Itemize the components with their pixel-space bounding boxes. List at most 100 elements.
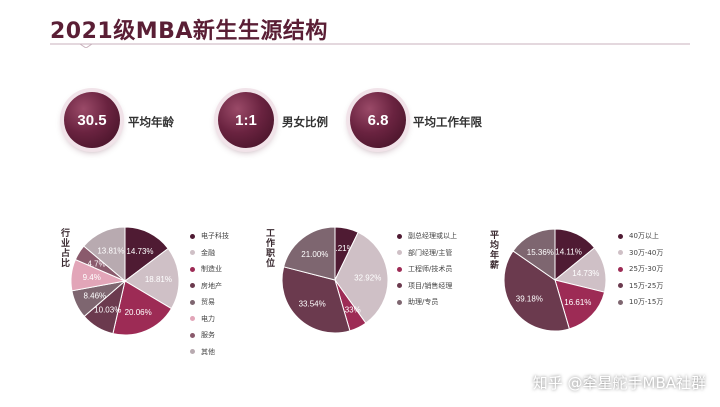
pie-label-2-4: 15.36% bbox=[527, 248, 554, 257]
avg-work-years-value: 6.8 bbox=[367, 111, 389, 129]
legend-swatch-2-3 bbox=[618, 283, 623, 289]
legend-item-1-4: 助理/专员 bbox=[397, 294, 457, 311]
industry-chart-title: 行业占比 bbox=[59, 228, 69, 268]
legend-swatch-0-5 bbox=[190, 316, 195, 322]
legend-swatch-2-4 bbox=[618, 299, 623, 305]
pie-label-1-1: 32.92% bbox=[354, 273, 381, 282]
pie-slice-2-4 bbox=[512, 228, 556, 281]
legend-item-0-2: 制造业 bbox=[190, 261, 229, 278]
legend-item-1-0: 副总经理或以上 bbox=[397, 228, 457, 245]
legend-item-2-3: 15万-25万 bbox=[618, 278, 663, 295]
legend-label-1-3: 项目/销售经理 bbox=[408, 281, 453, 290]
legend-label-2-3: 15万-25万 bbox=[629, 281, 664, 290]
legend-item-0-4: 贸易 bbox=[190, 294, 229, 311]
salary-pie-chart: 14.11% 14.73% 16.61% 39.18% 15.36% bbox=[503, 228, 607, 332]
legend-swatch-1-3 bbox=[397, 283, 402, 289]
pie-slice-0-2 bbox=[112, 280, 173, 336]
legend-item-0-6: 服务 bbox=[190, 327, 229, 344]
legend-swatch-1-2 bbox=[397, 266, 402, 272]
pie-label-1-2: 5.33% bbox=[338, 306, 361, 315]
position-legend: 副总经理或以上 部门经理/主管 工程师/技术员 项目/销售经理 助理/专员 bbox=[397, 228, 457, 311]
position-chart-title: 工作职位 bbox=[264, 228, 274, 268]
legend-item-2-4: 10万-15万 bbox=[618, 294, 663, 311]
pie-slice-1-1 bbox=[334, 231, 389, 324]
legend-swatch-0-4 bbox=[190, 299, 195, 305]
legend-label-0-6: 服务 bbox=[201, 331, 215, 340]
gender-ratio-label: 男女比例 bbox=[282, 115, 328, 129]
pie-label-0-2: 20.06% bbox=[125, 308, 152, 317]
pie-label-0-1: 18.81% bbox=[145, 275, 172, 284]
legend-label-0-3: 房地产 bbox=[201, 281, 222, 290]
page-title: 2021级MBA新生生源结构 bbox=[50, 19, 328, 44]
title-divider bbox=[50, 43, 690, 48]
salary-chart-title: 平均年薪 bbox=[488, 230, 498, 270]
pie-label-0-7: 13.81% bbox=[97, 247, 124, 256]
gender-ratio-circle: 1:1 bbox=[218, 92, 274, 148]
legend-swatch-0-1 bbox=[190, 250, 195, 256]
avg-age-value: 30.5 bbox=[77, 111, 107, 129]
pie-label-2-1: 14.73% bbox=[572, 269, 599, 278]
pie-slice-0-0 bbox=[124, 226, 169, 283]
legend-label-1-4: 助理/专员 bbox=[408, 298, 439, 307]
legend-label-0-7: 其他 bbox=[201, 347, 215, 356]
legend-label-2-4: 10万-15万 bbox=[629, 298, 664, 307]
legend-label-2-2: 25万-30万 bbox=[629, 265, 664, 274]
legend-item-0-1: 金融 bbox=[190, 245, 229, 262]
legend-label-2-1: 30万-40万 bbox=[629, 248, 664, 257]
pie-label-1-4: 21.00% bbox=[301, 250, 328, 259]
gender-ratio-value: 1:1 bbox=[235, 111, 257, 129]
legend-swatch-0-6 bbox=[190, 332, 195, 338]
avg-work-years-label: 平均工作年限 bbox=[413, 115, 482, 129]
legend-swatch-0-2 bbox=[190, 266, 195, 272]
pie-label-1-0: 7.21% bbox=[331, 244, 354, 253]
industry-legend: 电子科技金融制造业房地产贸易电力服务其他 bbox=[190, 228, 229, 360]
legend-swatch-0-7 bbox=[190, 349, 195, 355]
legend-item-0-7: 其他 bbox=[190, 344, 229, 361]
legend-label-0-2: 制造业 bbox=[201, 265, 222, 274]
pie-label-0-4: 8.46% bbox=[83, 292, 106, 301]
legend-item-0-0: 电子科技 bbox=[190, 228, 229, 245]
legend-label-1-2: 工程师/技术员 bbox=[408, 265, 453, 274]
legend-label-1-0: 副总经理或以上 bbox=[408, 232, 457, 241]
pie-label-0-6: 4.7% bbox=[87, 259, 105, 268]
legend-swatch-1-4 bbox=[397, 299, 402, 305]
pie-slice-1-3 bbox=[281, 266, 351, 334]
legend-swatch-2-1 bbox=[618, 250, 623, 256]
pie-slice-0-7 bbox=[83, 226, 126, 283]
legend-swatch-1-0 bbox=[397, 233, 402, 239]
watermark-text: 知乎 @牵星舵手MBA社群 bbox=[532, 374, 706, 392]
legend-swatch-2-2 bbox=[618, 266, 623, 272]
pie-slice-2-3 bbox=[503, 250, 570, 332]
pie-label-0-0: 14.73% bbox=[126, 247, 153, 256]
pie-label-1-3: 33.54% bbox=[299, 300, 326, 309]
pie-label-2-0: 14.11% bbox=[555, 247, 582, 256]
legend-item-1-1: 部门经理/主管 bbox=[397, 245, 457, 262]
avg-work-years-circle: 6.8 bbox=[350, 92, 406, 148]
legend-swatch-0-0 bbox=[190, 233, 195, 239]
legend-item-1-2: 工程师/技术员 bbox=[397, 261, 457, 278]
pie-label-2-3: 39.18% bbox=[516, 295, 543, 304]
legend-label-1-1: 部门经理/主管 bbox=[408, 248, 453, 257]
legend-swatch-0-3 bbox=[190, 283, 195, 289]
legend-label-2-0: 40万以上 bbox=[629, 232, 659, 241]
pie-label-0-5: 9.4% bbox=[83, 273, 101, 282]
legend-item-2-2: 25万-30万 bbox=[618, 261, 663, 278]
legend-item-0-3: 房地产 bbox=[190, 278, 229, 295]
legend-label-0-5: 电力 bbox=[201, 314, 215, 323]
pie-slice-1-4 bbox=[283, 226, 336, 281]
pie-slice-2-2 bbox=[554, 279, 606, 330]
legend-item-2-0: 40万以上 bbox=[618, 228, 663, 245]
legend-item-0-5: 电力 bbox=[190, 311, 229, 328]
salary-legend: 40万以上 30万-40万 25万-30万 15万-25万 10万-15万 bbox=[618, 228, 663, 311]
position-pie-chart: 7.21% 32.92% 5.33% 33.54% 21.00% bbox=[281, 226, 389, 334]
avg-age-circle: 30.5 bbox=[64, 92, 120, 148]
legend-item-2-1: 30万-40万 bbox=[618, 245, 663, 262]
pie-label-0-3: 10.03% bbox=[94, 306, 121, 315]
legend-item-1-3: 项目/销售经理 bbox=[397, 278, 457, 295]
legend-swatch-1-1 bbox=[397, 250, 402, 256]
avg-age-label: 平均年龄 bbox=[128, 115, 174, 129]
pie-slice-0-1 bbox=[124, 247, 180, 310]
legend-label-0-0: 电子科技 bbox=[201, 232, 229, 241]
legend-swatch-2-0 bbox=[618, 233, 623, 239]
industry-pie-chart: 14.73% 18.81% 20.06% 10.03% 8.46% 9.4% 4.7% 13.… bbox=[70, 226, 180, 336]
